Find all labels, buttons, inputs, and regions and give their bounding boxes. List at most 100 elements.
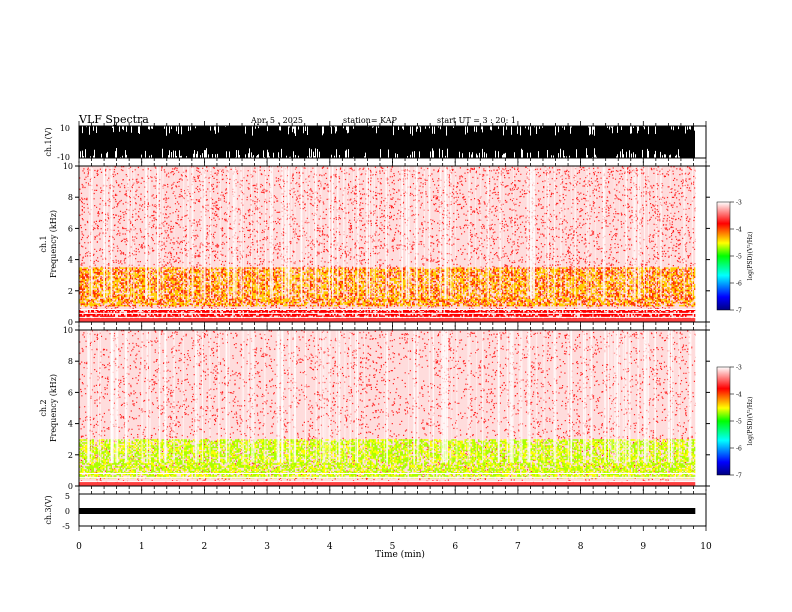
spec-streak xyxy=(648,166,649,299)
ch3-ytick-top: 5 xyxy=(65,492,70,501)
spec-streak xyxy=(227,166,229,299)
spec-streak xyxy=(571,166,573,299)
spec-streak xyxy=(282,330,284,463)
spec-streak xyxy=(482,330,484,463)
spec-streak xyxy=(182,330,184,463)
spec-streak xyxy=(690,330,692,463)
spec-streak xyxy=(252,330,255,463)
spec-streak xyxy=(366,166,368,299)
colorbar-ch2-label: log(PSD)(V²/Hz) xyxy=(747,397,754,446)
colorbar-ch1-label: log(PSD)(V²/Hz) xyxy=(747,232,754,281)
start-time-label: start UT = 3 : 20: 1 xyxy=(437,116,516,125)
spec-streak xyxy=(349,330,351,463)
spec-streak xyxy=(124,330,127,463)
spec-streak xyxy=(209,166,212,299)
spec-streak xyxy=(647,330,649,463)
xtick-label: 7 xyxy=(515,542,521,552)
spec-streak xyxy=(327,330,329,463)
spec-low-band xyxy=(79,482,696,486)
spec-streak xyxy=(624,330,626,463)
spec-streak xyxy=(374,166,375,299)
spec-streak xyxy=(450,166,452,299)
spec-streak xyxy=(668,330,671,463)
colorbar-tick-label: -3 xyxy=(736,200,742,207)
spec-streak xyxy=(315,166,317,299)
spec-streak xyxy=(282,166,283,299)
ch2-spec-ylabel-line1: ch.2 xyxy=(39,399,48,416)
spec-streak xyxy=(586,166,588,299)
spec-streak xyxy=(444,166,446,299)
ytick-label: 6 xyxy=(68,388,73,397)
spec-streak xyxy=(521,330,523,463)
spec-streak xyxy=(276,330,278,463)
ch1-waveform-panel: 10 -10 ch.1(V) xyxy=(44,124,707,162)
spec-streak xyxy=(173,166,175,299)
spec-streak xyxy=(553,330,555,463)
spec-streak xyxy=(388,166,390,299)
spec-streak xyxy=(678,330,680,463)
spec-streak xyxy=(158,330,161,463)
spec-streak xyxy=(625,166,627,299)
spec-streak xyxy=(527,330,529,463)
colorbar-tick-label: -6 xyxy=(736,446,742,453)
spec-streak xyxy=(294,166,296,299)
ytick-label: 2 xyxy=(68,287,73,296)
spec-streak xyxy=(644,330,646,463)
spec-streak xyxy=(218,330,220,463)
spec-streak xyxy=(485,166,487,299)
xtick-label: 5 xyxy=(390,542,396,552)
spec-streak xyxy=(691,166,693,299)
spec-streak xyxy=(141,330,144,463)
xtick-label: 0 xyxy=(76,542,82,552)
spec-streak xyxy=(468,166,471,299)
spec-streak xyxy=(187,166,189,299)
spec-streak xyxy=(428,166,431,299)
spec-streak xyxy=(369,166,370,299)
spec-streak xyxy=(543,330,545,463)
spec-streak xyxy=(511,330,514,463)
spec-streak xyxy=(632,166,634,299)
spec-streak xyxy=(133,166,135,299)
spec-streak xyxy=(645,330,647,463)
ch1-ytick-bottom: -10 xyxy=(57,153,70,162)
colorbar-tick-label: -5 xyxy=(736,254,742,261)
xtick-label: 10 xyxy=(700,542,712,552)
spec-streak xyxy=(365,166,367,299)
spec-streak xyxy=(526,166,529,299)
spec-streak xyxy=(487,166,489,299)
ch3-waveform-panel: 5 0 -5 ch.3(V) xyxy=(44,492,707,531)
spec-streak xyxy=(414,166,416,299)
spec-streak xyxy=(319,330,322,463)
xtick-label: 3 xyxy=(264,542,270,552)
spec-streak xyxy=(198,330,199,463)
spec-streak xyxy=(110,166,113,299)
spec-streak xyxy=(288,330,291,463)
spec-streak xyxy=(625,330,627,463)
spec-streak xyxy=(320,166,322,299)
spec-streak xyxy=(386,330,388,463)
spec-streak xyxy=(564,166,566,299)
spec-streak xyxy=(265,166,266,299)
spec-streak xyxy=(112,330,115,463)
spec-streak xyxy=(528,166,530,299)
spec-streak xyxy=(200,166,203,299)
spec-streak xyxy=(328,330,331,463)
spec-streak xyxy=(356,330,359,463)
spec-streak xyxy=(535,330,538,463)
spec-streak xyxy=(346,166,348,299)
spec-band-secondary xyxy=(79,439,696,479)
spec-streak xyxy=(315,330,317,463)
station-label: station= KAP xyxy=(343,116,398,125)
colorbar-tick-label: -7 xyxy=(736,473,742,480)
spec-streak xyxy=(469,330,471,463)
spec-streak xyxy=(280,330,283,463)
spec-streak xyxy=(87,330,90,463)
spec-streak xyxy=(416,330,419,463)
spec-streak xyxy=(619,166,620,299)
spec-streak xyxy=(353,166,355,299)
ch2-spec-ylabel-line2: Frequency (kHz) xyxy=(49,374,58,442)
ch1-waveform-trace xyxy=(79,126,695,158)
spec-streak xyxy=(570,330,572,463)
spec-streak xyxy=(519,330,521,463)
